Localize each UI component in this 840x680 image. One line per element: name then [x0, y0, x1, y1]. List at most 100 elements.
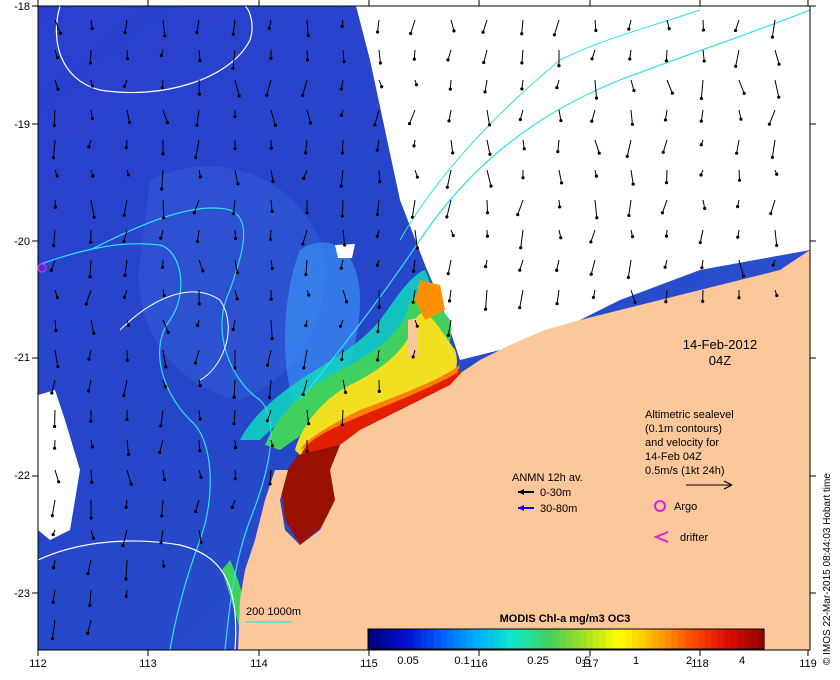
colorbar-tick-label: 4: [739, 655, 745, 667]
velocity-vector-head: [237, 94, 241, 98]
velocity-vector: [519, 109, 524, 120]
colorbar-swatch: [401, 629, 409, 649]
colorbar-swatch: [750, 629, 758, 649]
colorbar-swatch: [447, 629, 455, 649]
velocity-vector: [378, 169, 381, 182]
velocity-vector: [699, 229, 704, 243]
colorbar-tick-label: 0.1: [454, 655, 469, 667]
velocity-vector-head: [269, 297, 273, 301]
velocity-vector-head: [664, 59, 668, 63]
velocity-vector: [556, 259, 560, 271]
velocity-vector-head: [375, 263, 379, 267]
velocity-vector-head: [770, 35, 774, 39]
velocity-vector: [376, 139, 380, 151]
velocity-vector-head: [268, 237, 273, 241]
axis-ticks: [32, 0, 816, 656]
colorbar-swatch: [420, 629, 428, 649]
colorbar-title: MODIS Chl-a mg/m3 OC3: [500, 613, 631, 625]
velocity-vector: [735, 49, 740, 67]
velocity-vector-head: [627, 213, 631, 218]
colorbar-swatch: [467, 629, 475, 649]
velocity-vector-head: [411, 300, 415, 304]
velocity-vector-head: [87, 145, 91, 149]
velocity-vector: [738, 79, 745, 94]
colorbar-tick-label: 0.05: [397, 655, 418, 667]
velocity-vector-head: [123, 30, 127, 35]
velocity-vector-head: [664, 234, 669, 238]
velocity-vector: [662, 139, 668, 153]
velocity-vector-head: [339, 87, 344, 91]
velocity-vector-head: [448, 87, 452, 91]
velocity-vector: [270, 199, 273, 212]
velocity-vector-head: [89, 419, 93, 423]
velocity-vector: [197, 229, 200, 242]
colorbar-swatches: [368, 629, 765, 649]
velocity-vector-head: [302, 366, 306, 370]
velocity-vector-head: [377, 305, 381, 309]
velocity-vector: [734, 19, 740, 31]
velocity-vector: [53, 229, 56, 246]
velocity-vector: [123, 379, 128, 396]
velocity-vector-head: [304, 272, 308, 277]
velocity-vector-head: [269, 56, 273, 60]
velocity-vector-head: [91, 536, 96, 540]
chl-island-orange: [415, 280, 445, 320]
velocity-vector-head: [340, 24, 344, 29]
velocity-vector: [771, 19, 776, 38]
velocity-vector: [159, 439, 164, 453]
velocity-vector-head: [736, 235, 740, 239]
colorbar-swatch: [698, 629, 706, 649]
argo-marker-icon: [654, 500, 666, 512]
velocity-vector-head: [233, 114, 237, 119]
map-frame: [37, 5, 811, 651]
lat-axis-labels: -18 -19 -20 -21 -22 -23: [14, 1, 30, 600]
velocity-vector: [590, 229, 596, 243]
velocity-vector-head: [373, 123, 377, 127]
velocity-vector-head: [664, 300, 668, 304]
velocity-vector: [594, 79, 597, 99]
velocity-vector-head: [53, 446, 57, 450]
velocity-vector: [232, 319, 236, 330]
velocity-vector-head: [630, 122, 634, 126]
velocity-vector-head: [703, 206, 707, 210]
velocity-vector-head: [698, 240, 702, 245]
velocity-vector-head: [58, 31, 63, 35]
velocity-vector: [486, 199, 489, 213]
velocity-vector-head: [231, 32, 235, 36]
velocity-vector-head: [163, 385, 168, 389]
velocity-vector-head: [160, 514, 164, 518]
velocity-vector-head: [412, 57, 416, 61]
colorbar-swatch: [559, 629, 567, 649]
velocity-vector: [54, 349, 59, 367]
velocity-vector-head: [375, 30, 380, 34]
colorbar-swatch: [632, 629, 640, 649]
velocity-vector: [266, 409, 272, 421]
velocity-vector: [161, 499, 164, 517]
velocity-vector-head: [699, 143, 703, 147]
altimetry-note: Altimetric sealevel (0.1m contours) and …: [645, 409, 734, 490]
velocity-vector: [594, 19, 597, 31]
velocity-vector: [305, 259, 308, 275]
colorbar-swatch: [566, 629, 574, 649]
velocity-vector-head: [518, 117, 522, 122]
velocity-vector: [486, 139, 491, 155]
altimetry-line: 14-Feb 04Z: [645, 451, 702, 463]
lon-tick-label: 116: [470, 658, 488, 670]
velocity-vector-head: [233, 446, 238, 450]
velocity-vector-head: [301, 242, 305, 246]
lat-tick-label: -23: [14, 588, 30, 600]
velocity-vector-head: [771, 263, 775, 267]
velocity-vector-head: [306, 33, 310, 38]
colorbar-swatch: [460, 629, 468, 649]
velocity-vector: [413, 259, 416, 272]
velocity-vector-head: [482, 60, 486, 65]
velocity-vector: [270, 169, 274, 182]
barrow-island: [408, 318, 418, 358]
velocity-vector: [306, 109, 311, 124]
velocity-vector: [556, 289, 560, 304]
velocity-vector: [342, 379, 346, 393]
velocity-vector: [341, 349, 344, 360]
velocity-vector-head: [162, 477, 167, 482]
velocity-vector-head: [265, 363, 270, 367]
anmn-deep-label: 30-80m: [540, 503, 577, 515]
